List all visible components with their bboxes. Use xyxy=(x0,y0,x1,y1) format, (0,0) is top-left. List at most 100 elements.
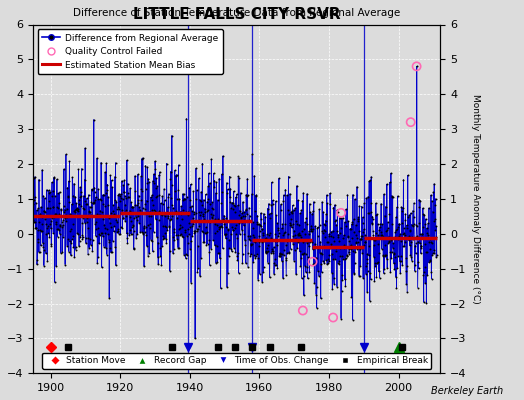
Point xyxy=(357,233,366,240)
Point xyxy=(301,219,309,226)
Point xyxy=(380,191,388,197)
Point xyxy=(302,215,310,221)
Point xyxy=(316,295,325,302)
Point xyxy=(151,166,159,172)
Point xyxy=(360,200,368,207)
Point xyxy=(370,277,379,284)
Point xyxy=(332,222,341,228)
Point xyxy=(431,202,440,208)
Point xyxy=(264,259,272,266)
Point xyxy=(253,219,261,226)
Point xyxy=(201,209,210,215)
Point xyxy=(205,237,213,243)
Point xyxy=(381,212,389,219)
Point xyxy=(373,260,381,266)
Point xyxy=(363,289,372,295)
Point xyxy=(190,209,198,215)
Point xyxy=(427,192,435,198)
Point xyxy=(242,260,250,266)
Point xyxy=(108,213,116,219)
Point xyxy=(280,247,288,253)
Point xyxy=(219,216,227,222)
Point xyxy=(302,220,311,227)
Point xyxy=(44,230,52,236)
Point xyxy=(249,251,258,258)
Point xyxy=(34,236,42,242)
Point xyxy=(365,210,374,216)
Point xyxy=(129,204,137,210)
Point xyxy=(46,205,54,211)
Point xyxy=(178,224,187,230)
Point xyxy=(131,173,139,179)
Point xyxy=(313,284,321,290)
Point xyxy=(237,214,245,220)
Point xyxy=(182,250,190,257)
Point xyxy=(153,192,161,199)
Point xyxy=(198,228,206,234)
Point xyxy=(83,195,91,202)
Point xyxy=(385,238,393,244)
Point xyxy=(29,197,38,203)
Point xyxy=(104,236,113,243)
Point xyxy=(128,204,137,210)
Point xyxy=(82,240,90,246)
Point xyxy=(332,248,340,254)
Point xyxy=(311,223,320,229)
Point xyxy=(379,234,387,240)
Point xyxy=(350,228,358,235)
Point xyxy=(211,220,219,227)
Point xyxy=(213,243,221,249)
Point xyxy=(45,187,53,194)
Point xyxy=(182,116,191,122)
Point xyxy=(87,204,95,210)
Point xyxy=(269,244,278,250)
Point xyxy=(271,198,280,204)
Point xyxy=(128,204,136,210)
Point xyxy=(419,272,428,278)
Point xyxy=(93,155,101,162)
Point xyxy=(58,224,67,230)
Point xyxy=(137,156,146,162)
Point xyxy=(199,229,208,235)
Point xyxy=(239,199,247,205)
Point xyxy=(139,231,148,237)
Point xyxy=(380,252,389,258)
Point xyxy=(152,234,161,240)
Point xyxy=(341,219,349,225)
Point xyxy=(411,262,419,268)
Point xyxy=(49,229,58,236)
Point xyxy=(147,213,156,220)
Point xyxy=(126,230,135,237)
Point xyxy=(61,261,69,268)
Point xyxy=(124,194,133,200)
Point xyxy=(158,193,167,199)
Point xyxy=(378,234,387,240)
Point xyxy=(353,239,362,245)
Point xyxy=(414,258,422,265)
Point xyxy=(49,204,58,210)
Point xyxy=(271,231,280,237)
Point xyxy=(254,255,263,262)
Point xyxy=(41,221,50,227)
Point xyxy=(289,233,298,240)
Point xyxy=(235,220,244,226)
Point xyxy=(353,235,361,241)
Point xyxy=(298,275,306,282)
Point xyxy=(270,262,279,268)
Point xyxy=(203,208,211,214)
Point xyxy=(329,234,337,240)
Point xyxy=(221,231,229,238)
Point xyxy=(108,184,116,190)
Point xyxy=(171,188,179,194)
Point xyxy=(35,212,43,218)
Point xyxy=(386,179,394,186)
Point xyxy=(150,207,158,213)
Point xyxy=(155,192,163,198)
Point xyxy=(72,207,81,213)
Point xyxy=(223,186,232,192)
Point xyxy=(199,211,207,218)
Point xyxy=(38,228,46,235)
Point xyxy=(265,200,273,207)
Point xyxy=(279,192,288,198)
Point xyxy=(407,119,415,125)
